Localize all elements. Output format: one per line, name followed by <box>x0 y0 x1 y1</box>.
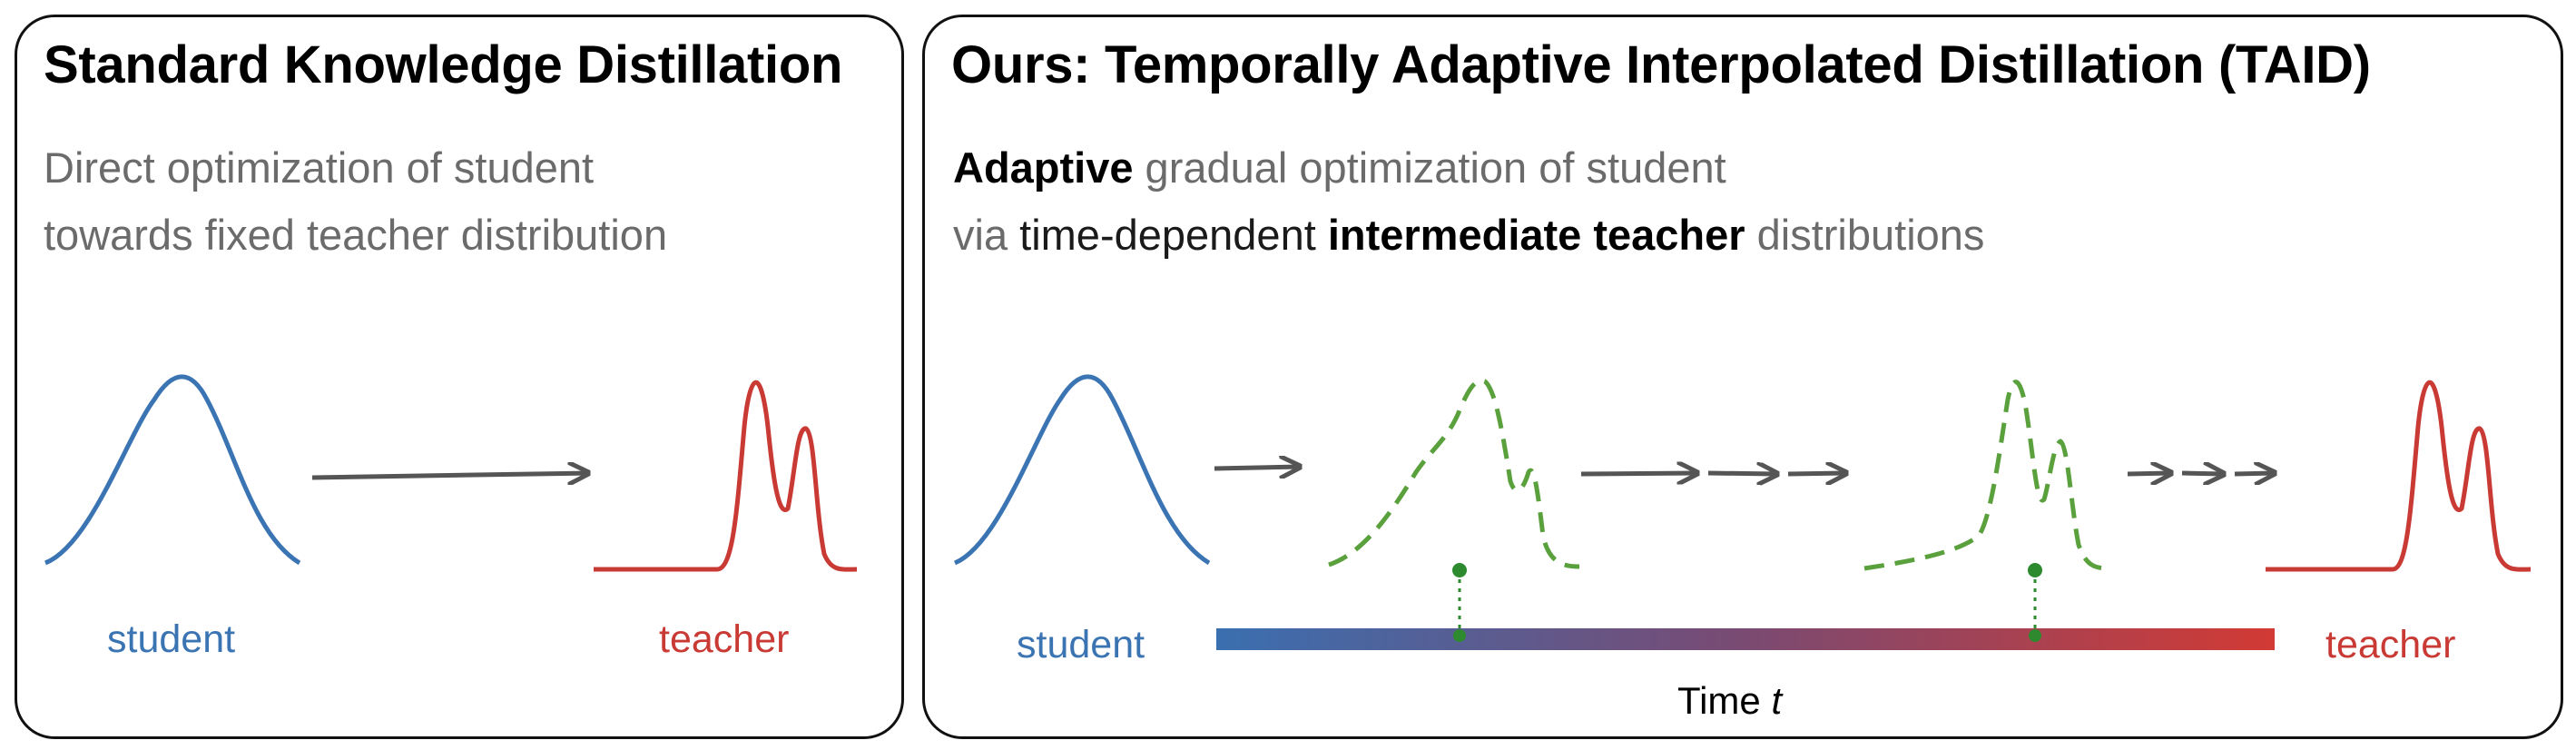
right-student-label: student <box>1017 623 1145 666</box>
intermediate-distribution-1 <box>1328 378 1580 569</box>
time-gradient-bar <box>1216 628 2275 650</box>
standard-kd-title: Standard Knowledge Distillation <box>44 35 843 94</box>
intermediate-2-time-dot <box>2029 629 2041 642</box>
standard-kd-desc-line2: towards fixed teacher distribution <box>44 211 668 259</box>
right-arrow-3c <box>2234 473 2275 474</box>
standard-kd-description: Direct optimization of student towards f… <box>44 134 667 269</box>
left-arrow <box>311 473 588 478</box>
left-teacher-distribution <box>594 380 858 572</box>
intermediate-1-top-dot <box>1452 563 1467 577</box>
right-arrow-2b <box>1707 473 1777 474</box>
right-arrow-2c <box>1787 473 1846 474</box>
taid-desc-line2-rest: distributions <box>1745 211 1985 259</box>
right-arrow-2a <box>1580 473 1697 474</box>
right-arrow-3a <box>2127 473 2171 474</box>
taid-title: Ours: Temporally Adaptive Interpolated D… <box>951 35 2371 94</box>
taid-desc-adaptive: Adaptive <box>953 143 1134 192</box>
taid-description: Adaptive gradual optimization of student… <box>953 134 1984 269</box>
taid-desc-time-dependent: time-dependent <box>1008 211 1328 259</box>
left-teacher-label: teacher <box>659 617 790 661</box>
standard-kd-panel <box>15 15 904 739</box>
taid-desc-line2: via time-dependent intermediate teacher … <box>953 202 1984 269</box>
taid-desc-line1-rest: gradual optimization of student <box>1133 143 1726 192</box>
right-teacher-distribution <box>2266 380 2532 572</box>
right-teacher-label: teacher <box>2325 623 2456 666</box>
intermediate-distribution-2 <box>1863 380 2110 571</box>
taid-desc-line1: Adaptive gradual optimization of student <box>953 134 1984 202</box>
time-axis-label: Time t <box>1677 679 1782 723</box>
taid-desc-intermediate-teacher: intermediate teacher <box>1327 211 1745 259</box>
standard-kd-desc-line1: Direct optimization of student <box>44 143 595 192</box>
time-variable: t <box>1771 679 1783 722</box>
right-arrow-3b <box>2181 473 2224 474</box>
intermediate-1-time-dot <box>1453 629 1466 642</box>
intermediate-2-top-dot <box>2028 563 2042 577</box>
taid-desc-via: via <box>953 211 1008 259</box>
left-student-distribution <box>44 374 301 566</box>
right-arrow-1 <box>1214 467 1300 469</box>
time-word: Time <box>1677 679 1761 722</box>
left-student-label: student <box>107 617 236 661</box>
taid-panel <box>922 15 2563 739</box>
right-student-distribution <box>953 374 1211 566</box>
